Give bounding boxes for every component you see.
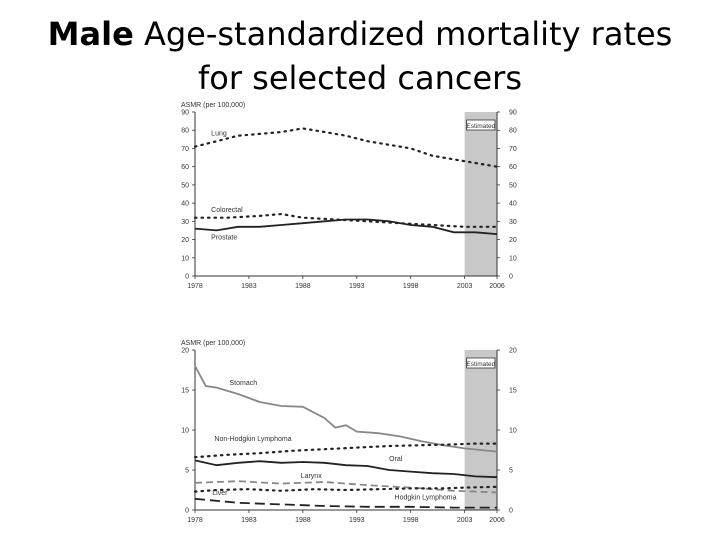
- series-lung-line: [193, 127, 499, 168]
- series-hodgkin-lymphoma-line: [194, 497, 497, 509]
- series-label-larynx: Larynx: [301, 473, 323, 480]
- y-tick-label: 30: [181, 219, 189, 226]
- y-tick-label: 50: [181, 182, 189, 189]
- x-tick-label: 1988: [295, 517, 311, 524]
- estimated-region: [464, 112, 497, 276]
- series-label-colorectal: Colorectal: [211, 207, 243, 214]
- series-label-oral: Oral: [389, 456, 403, 463]
- y-tick-label: 20: [181, 348, 189, 355]
- y-tick-label: 15: [181, 388, 189, 395]
- y-tick-label-right: 0: [509, 508, 513, 515]
- x-tick-label: 1998: [403, 517, 419, 524]
- y-tick-label-right: 20: [509, 237, 517, 244]
- x-tick-label: 1983: [241, 283, 257, 290]
- y-tick-label-right: 0: [509, 274, 513, 281]
- slide-title: Male Age-standardized mortality rates fo…: [0, 12, 720, 100]
- x-tick-label: 1983: [241, 517, 257, 524]
- series-stomach-line: [194, 365, 498, 453]
- y-tick-label-right: 90: [509, 110, 517, 117]
- series-prostate-line: [194, 218, 498, 235]
- x-tick-label: 2006: [489, 283, 505, 290]
- x-tick-label: 1988: [295, 283, 311, 290]
- series-colorectal-line: [193, 212, 499, 228]
- y-tick-label-right: 70: [509, 146, 517, 153]
- y-tick-label: 0: [185, 274, 189, 281]
- y-tick-label: 60: [181, 164, 189, 171]
- estimated-label: Estimated: [466, 361, 495, 368]
- slide-title-bold: Male: [47, 15, 134, 53]
- series-label-non-hodgkin-lymphoma: Non-Hodgkin Lymphoma: [214, 436, 291, 443]
- series-liver-line: [193, 485, 499, 493]
- y-tick-label: 10: [181, 428, 189, 435]
- estimated-label-box: [466, 357, 496, 369]
- estimated-label: Estimated: [466, 123, 495, 130]
- estimated-region: [464, 350, 497, 510]
- y-tick-label: 90: [181, 110, 189, 117]
- x-tick-label: 1993: [349, 283, 365, 290]
- y-tick-label-right: 10: [509, 255, 517, 262]
- y-tick-label: 0: [185, 508, 189, 515]
- y-tick-label: 70: [181, 146, 189, 153]
- chart-1: Estimated 0 0 10 10 20 20 30 30 40 40 50 50 60 60 70 70 8…: [181, 102, 517, 290]
- y-tick-label-right: 10: [509, 428, 517, 435]
- y-tick-label: 10: [181, 255, 189, 262]
- x-tick-label: 2003: [457, 283, 473, 290]
- series-oral-line: [194, 459, 498, 479]
- x-tick-label: 1978: [187, 517, 203, 524]
- slide-title-rest: Age-standardized mortality rates: [133, 15, 673, 53]
- y-axis-label: ASMR (per 100,000): [181, 340, 245, 347]
- x-tick-label: 1993: [349, 517, 365, 524]
- y-tick-label-right: 50: [509, 182, 517, 189]
- y-tick-label-right: 60: [509, 164, 517, 171]
- y-axis-label: ASMR (per 100,000): [181, 102, 245, 109]
- x-tick-label: 2003: [457, 517, 473, 524]
- slide-title-line2: for selected cancers: [197, 59, 522, 97]
- y-tick-label-right: 30: [509, 219, 517, 226]
- series-label-liver: Liver: [212, 490, 228, 497]
- y-tick-label-right: 80: [509, 128, 517, 135]
- x-tick-label: 1978: [187, 283, 203, 290]
- series-label-hodgkin-lymphoma: Hodgkin Lymphoma: [395, 495, 457, 502]
- y-tick-label-right: 5: [509, 468, 513, 475]
- y-tick-label: 20: [181, 237, 189, 244]
- y-tick-label: 5: [185, 468, 189, 475]
- y-tick-label-right: 40: [509, 201, 517, 208]
- x-tick-label: 2006: [489, 517, 505, 524]
- series-label-prostate: Prostate: [211, 235, 237, 242]
- series-larynx-line: [194, 480, 498, 494]
- estimated-label-box: [466, 119, 496, 131]
- y-tick-label-right: 20: [509, 348, 517, 355]
- series-label-stomach: Stomach: [230, 380, 258, 387]
- series-label-lung: Lung: [211, 131, 227, 138]
- x-tick-label: 1998: [403, 283, 419, 290]
- series-non-hodgkin-lymphoma-line: [193, 442, 499, 459]
- y-tick-label: 80: [181, 128, 189, 135]
- y-tick-label: 40: [181, 201, 189, 208]
- y-tick-label-right: 15: [509, 388, 517, 395]
